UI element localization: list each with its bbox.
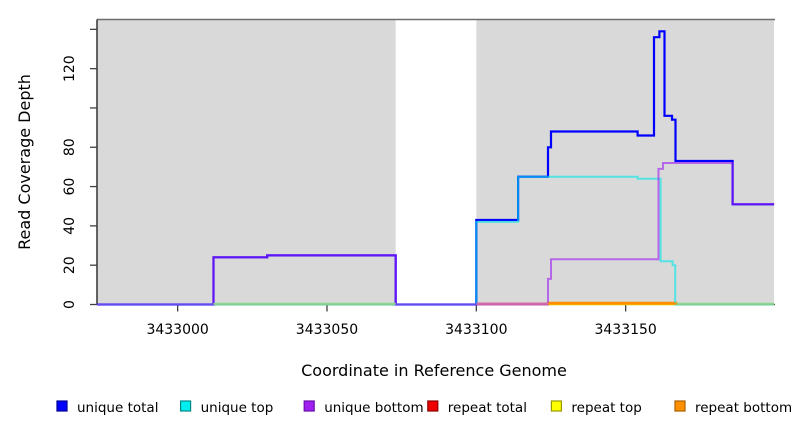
legend-label: unique top xyxy=(201,400,274,416)
y-tick-label: 40 xyxy=(62,217,78,235)
x-tick-label: 3433100 xyxy=(445,322,507,338)
legend-swatch xyxy=(674,400,686,412)
highlight-band xyxy=(395,19,477,305)
legend-swatch xyxy=(550,400,563,412)
y-tick-label: 60 xyxy=(62,178,78,196)
legend-swatch xyxy=(56,400,68,412)
legend-label: unique bottom xyxy=(324,400,423,416)
series-line-unique-top xyxy=(97,175,775,306)
y-tick-label: 20 xyxy=(62,256,78,274)
legend-item-repeat-bottom: repeat bottom xyxy=(674,400,792,416)
legend-item-unique-top: unique top xyxy=(180,400,274,416)
legend-label: repeat total xyxy=(448,400,527,416)
x-axis-title: Coordinate in Reference Genome xyxy=(301,361,567,380)
y-tick-label: 80 xyxy=(62,138,78,156)
legend: unique total unique top unique bottom repea… xyxy=(56,400,792,416)
x-tick-label: 3433000 xyxy=(146,322,208,338)
x-tick-label: 3433150 xyxy=(594,322,656,338)
legend-item-repeat-top: repeat top xyxy=(550,400,642,416)
legend-swatch xyxy=(180,400,192,412)
legend-swatch xyxy=(427,400,439,412)
x-tick-label: 3433050 xyxy=(296,322,358,338)
legend-item-repeat-total: repeat total xyxy=(427,400,527,416)
series-line-unique-bottom xyxy=(97,162,775,306)
legend-item-unique-bottom: unique bottom xyxy=(303,400,424,416)
legend-label: unique total xyxy=(77,400,158,416)
legend-item-unique-total: unique total xyxy=(56,400,158,416)
legend-label: repeat bottom xyxy=(695,400,792,416)
y-axis-title: Read Coverage Depth xyxy=(15,74,34,250)
y-tick-label: 120 xyxy=(62,55,78,82)
y-tick-label: 0 xyxy=(62,300,78,309)
legend-label: repeat top xyxy=(571,400,641,416)
plot-area: 0 20 40 60 80 120 3433000 3433050 3433100 3433150 xyxy=(62,18,775,338)
legend-swatch xyxy=(303,400,315,412)
